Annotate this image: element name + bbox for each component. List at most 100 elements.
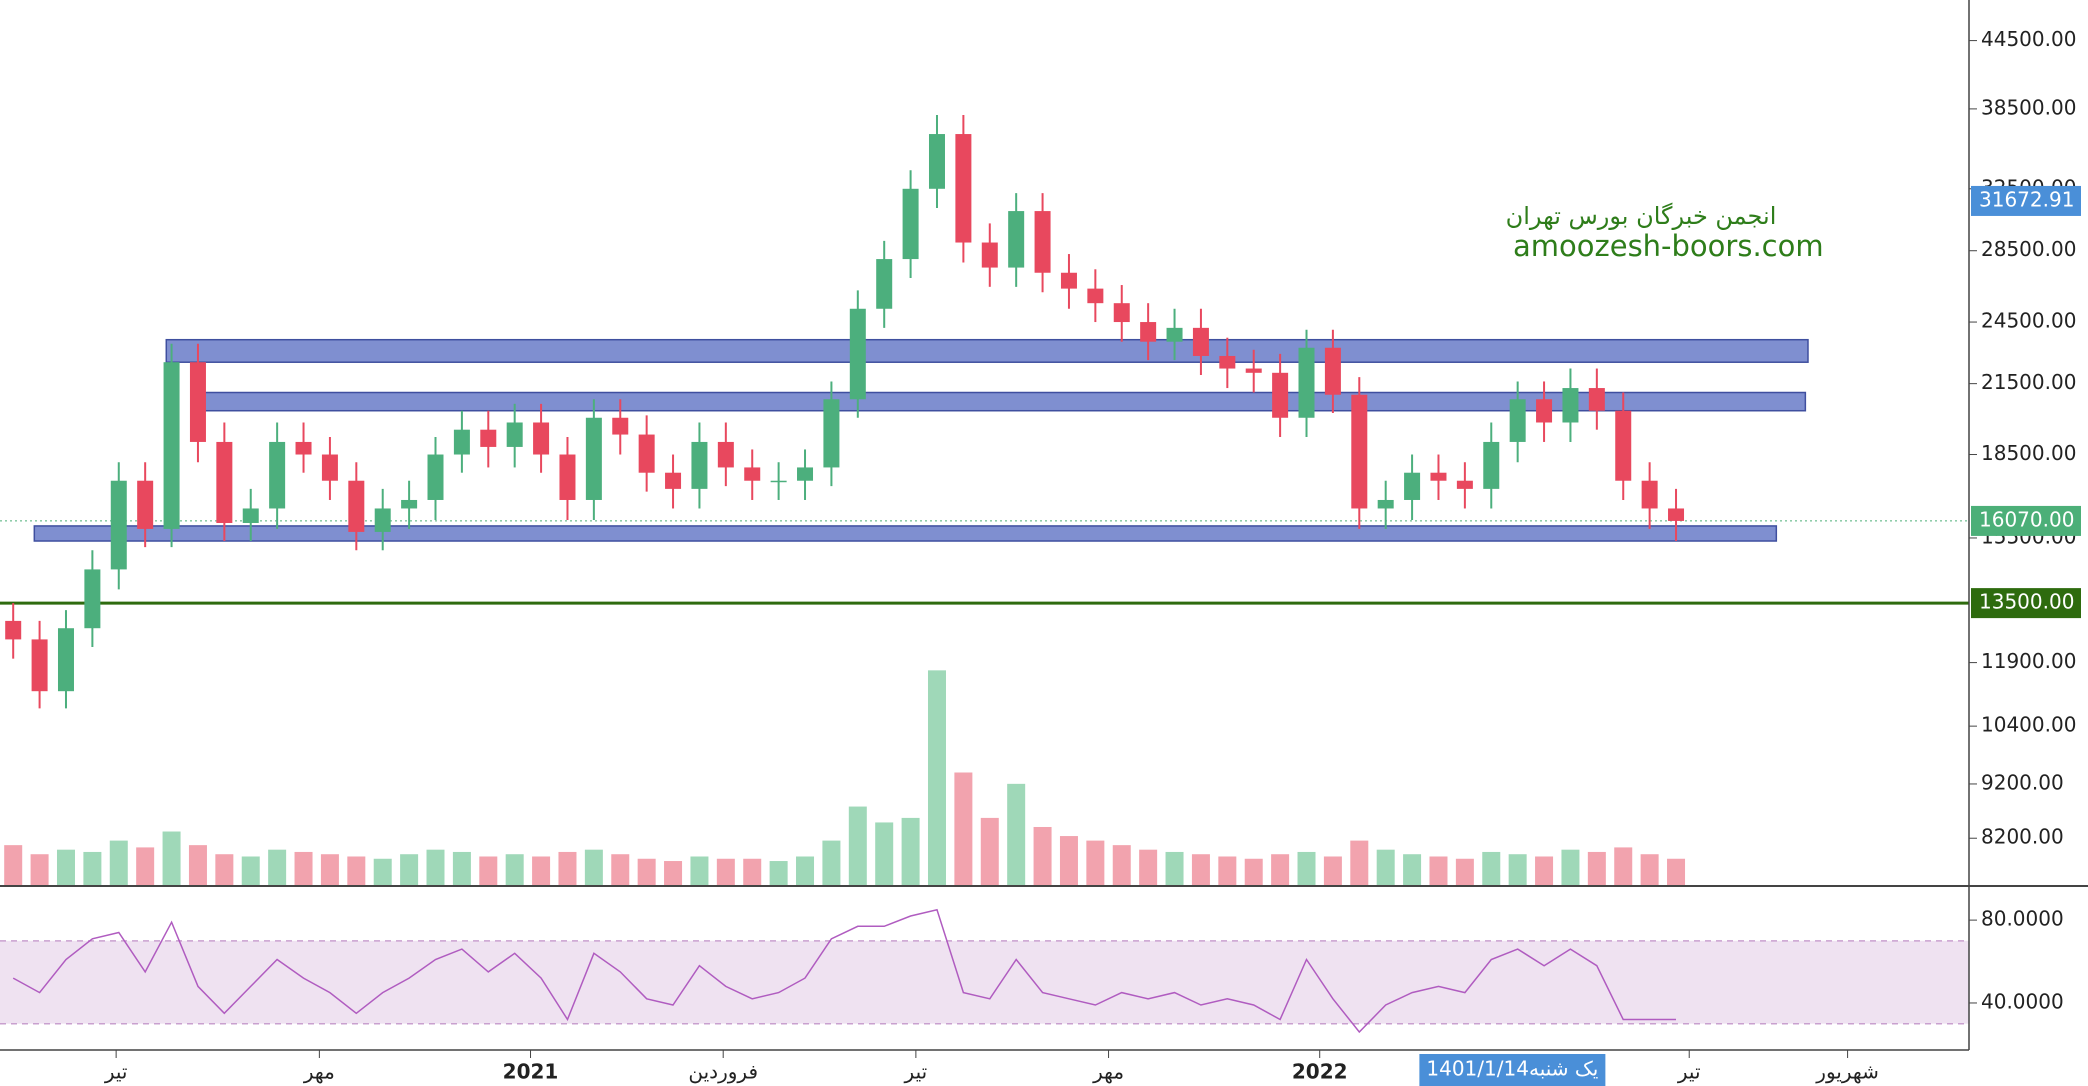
y-tick-label: 10400.00 (1981, 713, 2076, 737)
rsi-band (0, 940, 1969, 1024)
price-label-box (1971, 505, 2081, 536)
candle-body (1641, 480, 1658, 509)
candle-body (453, 429, 470, 455)
volume-bar (584, 849, 603, 886)
volume-bar (1007, 783, 1026, 886)
volume-bar (347, 856, 366, 886)
volume-bar (611, 854, 630, 886)
volume-bar (901, 817, 920, 886)
candle-body (137, 480, 154, 529)
candle-body (295, 441, 312, 455)
volume-bar (1086, 840, 1105, 886)
x-tick-label: مهر (1092, 1060, 1124, 1084)
volume-bar (109, 840, 128, 886)
candle-body (57, 628, 74, 692)
candle-body (797, 467, 814, 481)
volume-bar (1323, 856, 1342, 886)
candle-body (1615, 410, 1632, 481)
candle-body (110, 480, 127, 570)
candle-body (691, 441, 708, 489)
volume-bar (927, 670, 946, 886)
volume-bar (822, 840, 841, 886)
candle-body (5, 620, 22, 640)
volume-bar (1455, 858, 1474, 886)
volume-bar (1640, 854, 1659, 886)
y-tick-label: 21500.00 (1981, 370, 2076, 394)
volume-bar (1508, 854, 1527, 886)
volume-bar (294, 851, 313, 886)
volume-bar (532, 856, 551, 886)
volume-bar (637, 858, 656, 886)
price-label: 13500.00 (1979, 590, 2074, 614)
crosshair-day: یک شنبه (1529, 1057, 1598, 1081)
candle-body (1008, 211, 1025, 268)
price-label-box (1971, 588, 2081, 619)
volume-bar (664, 861, 683, 886)
volume-bar (1403, 854, 1422, 886)
volume-bar (954, 772, 973, 886)
candle-body (1324, 347, 1341, 395)
candle-body (744, 467, 761, 481)
volume-bar (743, 858, 762, 886)
watermark-url: amoozesh-boors.com (1513, 229, 1824, 263)
y-tick-label: 44500.00 (1981, 27, 2076, 51)
y-tick-label: 24500.00 (1981, 309, 2076, 333)
volume-bar (1350, 840, 1369, 886)
x-tick-label: تیر (904, 1060, 928, 1084)
volume-bar (1165, 851, 1184, 886)
candle-body (1483, 441, 1500, 489)
y-tick-label: 8200.00 (1981, 825, 2064, 849)
y-tick-label: 9200.00 (1981, 770, 2064, 794)
candle-body (928, 134, 945, 189)
volume-bar (690, 856, 709, 886)
candle-body (1298, 347, 1315, 418)
candle-body (981, 242, 998, 268)
candle-body (1113, 303, 1130, 323)
candle-body (1562, 388, 1579, 423)
volume-bar (716, 858, 735, 886)
volume-bar (1561, 849, 1580, 886)
volume-bar (1112, 845, 1131, 886)
x-tick-label: تیر (1677, 1060, 1701, 1084)
y-tick-label: 28500.00 (1981, 237, 2076, 261)
candle-body (31, 639, 48, 692)
x-tick-label: شهریور (1815, 1060, 1879, 1084)
candle-body (84, 569, 101, 629)
volume-bar (1191, 854, 1210, 886)
candle-body (163, 362, 180, 529)
x-tick-label: تیر (104, 1060, 128, 1084)
volume-bar (479, 856, 498, 886)
candle-body (612, 417, 629, 435)
candle-body (876, 259, 893, 309)
volume-bar (400, 854, 419, 886)
y-tick-label: 38500.00 (1981, 95, 2076, 119)
candle-body (1034, 211, 1051, 273)
candle-body (1245, 368, 1262, 373)
support-zone (33, 525, 1778, 542)
candle-body (401, 499, 418, 509)
candle-body (1192, 327, 1209, 356)
candle-body (374, 508, 391, 532)
volume-bar (1139, 849, 1158, 886)
rsi-line (12, 908, 1676, 1034)
candle-body (1536, 399, 1553, 423)
candle-body (269, 441, 286, 509)
candle-body (1166, 327, 1183, 342)
volume-bar (1376, 849, 1395, 886)
crosshair-label-box (1419, 1054, 1606, 1086)
candle-body (849, 308, 866, 400)
volume-bar (1535, 856, 1554, 886)
candle-body (506, 422, 523, 447)
volume-bar (875, 822, 894, 886)
volume-bar (1244, 858, 1263, 886)
candle-body (1060, 272, 1077, 289)
y-tick-label: 11900.00 (1981, 649, 2076, 673)
candle-body (1456, 480, 1473, 489)
candle-body (427, 454, 444, 500)
volume-bar (848, 806, 867, 886)
rsi-tick-label: 40.0000 (1981, 989, 2064, 1013)
candle-body (1087, 288, 1104, 304)
volume-bar (796, 856, 815, 886)
candle-body (902, 188, 919, 260)
